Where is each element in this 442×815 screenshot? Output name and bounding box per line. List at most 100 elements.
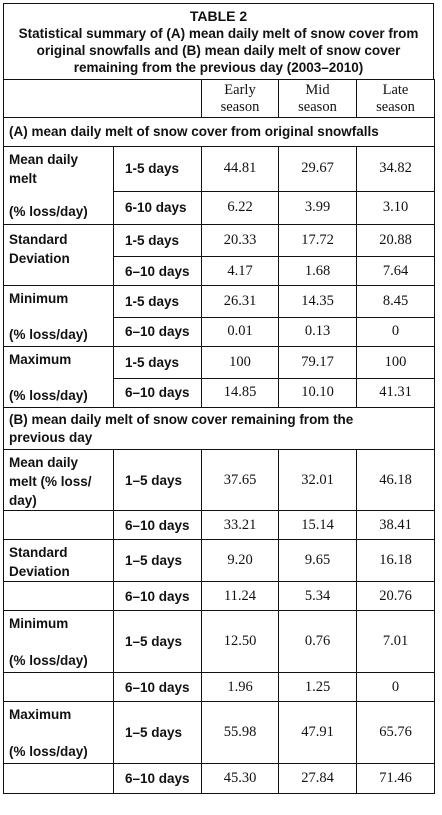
table-row: Minimum (% loss/day) 1-5 days 26.31 14.3… — [3, 285, 435, 347]
row-days: 6–10 days — [113, 510, 202, 540]
table-figure: TABLE 2 Statistical summary of (A) mean … — [3, 3, 435, 794]
cell-value: 14.85 — [201, 377, 279, 409]
cell-value: 100 — [201, 346, 279, 379]
cell-value: 1.96 — [201, 672, 279, 702]
row-days: 6–10 days — [113, 763, 202, 794]
cell-value: 20.33 — [201, 224, 279, 257]
cell-value: 7.64 — [356, 256, 435, 286]
empty-label-cell — [3, 510, 114, 540]
cell-value: 0 — [356, 316, 435, 348]
table-row: 6–10 days 14.85 10.10 41.31 — [4, 377, 435, 409]
cell-value: 9.65 — [278, 539, 357, 582]
section-b-heading: (B) mean daily melt of snow cover remain… — [3, 407, 435, 450]
row-days: 1–5 days — [113, 701, 202, 764]
table-row: 6–10 days 1.96 1.25 0 — [3, 672, 435, 702]
row-days: 1–5 days — [113, 449, 202, 511]
cell-value: 38.41 — [356, 510, 435, 540]
row-label-maximum: Maximum (% loss/day) — [3, 701, 114, 764]
row-days: 6-10 days — [113, 190, 202, 226]
cell-value: 29.67 — [278, 146, 357, 192]
table-row: Mean daily melt (% loss/day) 1–5 days 37.… — [3, 449, 435, 511]
row-days: 1-5 days — [113, 346, 202, 379]
row-days: 6–10 days — [113, 377, 202, 409]
cell-value: 100 — [356, 346, 435, 379]
cell-value: 5.34 — [278, 581, 357, 611]
table-row: 6–10 days 11.24 5.34 20.76 — [3, 581, 435, 611]
row-days: 1–5 days — [113, 539, 202, 582]
cell-value: 26.31 — [201, 285, 279, 318]
cell-value: 6.22 — [201, 190, 279, 226]
row-days: 1–5 days — [113, 610, 202, 673]
header-blank-cell — [3, 79, 202, 118]
empty-label-cell — [3, 672, 114, 702]
cell-value: 27.84 — [278, 763, 357, 794]
cell-value: 20.76 — [356, 581, 435, 611]
cell-value: 1.68 — [278, 256, 357, 286]
table-row: 6–10 days 33.21 15.14 38.41 — [3, 510, 435, 540]
cell-value: 71.46 — [356, 763, 435, 794]
section-heading-row: (A) mean daily melt of snow cover from o… — [3, 117, 435, 147]
row-label-standard-deviation: Standard Deviation — [3, 539, 114, 582]
cell-value: 15.14 — [278, 510, 357, 540]
cell-value: 10.10 — [278, 377, 357, 409]
cell-value: 14.35 — [278, 285, 357, 318]
cell-value: 0.01 — [201, 316, 279, 348]
cell-value: 17.72 — [278, 224, 357, 257]
row-days: 1-5 days — [113, 224, 202, 257]
table-row: Maximum (% loss/day) 1-5 days 100 79.17 … — [3, 346, 435, 408]
cell-value: 65.76 — [356, 701, 435, 764]
table-row: Maximum (% loss/day) 1–5 days 55.98 47.9… — [3, 701, 435, 764]
table-caption: Statistical summary of (A) mean daily me… — [18, 26, 419, 75]
cell-value: 79.17 — [278, 346, 357, 379]
column-header-mid: Mid season — [278, 79, 357, 118]
section-heading-row: (B) mean daily melt of snow cover remain… — [3, 407, 435, 450]
cell-value: 11.24 — [201, 581, 279, 611]
column-header-row: Early season Mid season Late season — [3, 79, 435, 118]
column-header-late: Late season — [356, 79, 435, 118]
table-row: 6–10 days 0.01 0.13 0 — [4, 316, 435, 348]
row-days: 6–10 days — [113, 256, 202, 286]
table-row: Standard Deviation 1-5 days 20.33 17.72 2… — [3, 224, 435, 286]
cell-value: 47.91 — [278, 701, 357, 764]
table-row: 6-10 days 6.22 3.99 3.10 — [4, 190, 435, 226]
row-label-maximum: Maximum (% loss/day) — [3, 346, 114, 408]
table-row: 6–10 days 4.17 1.68 7.64 — [4, 256, 435, 286]
row-days: 1-5 days — [113, 285, 202, 318]
cell-value: 0.76 — [278, 610, 357, 673]
row-label-minimum: Minimum (% loss/day) — [3, 610, 114, 673]
table-row: Minimum (% loss/day) 1–5 days 12.50 0.76… — [3, 610, 435, 673]
statistics-table: Early season Mid season Late season (A) mea… — [3, 79, 435, 794]
cell-value: 55.98 — [201, 701, 279, 764]
cell-value: 8.45 — [356, 285, 435, 318]
cell-value: 44.81 — [201, 146, 279, 192]
cell-value: 3.10 — [356, 190, 435, 226]
cell-value: 3.99 — [278, 190, 357, 226]
row-days: 6–10 days — [113, 316, 202, 348]
cell-value: 16.18 — [356, 539, 435, 582]
cell-value: 41.31 — [356, 377, 435, 409]
empty-label-cell — [3, 763, 114, 794]
cell-value: 0.13 — [278, 316, 357, 348]
table-row: 6–10 days 45.30 27.84 71.46 — [3, 763, 435, 794]
row-days: 6–10 days — [113, 672, 202, 702]
cell-value: 4.17 — [201, 256, 279, 286]
cell-value: 1.25 — [278, 672, 357, 702]
table-row: Mean daily melt (% loss/day) 1-5 days 44.… — [3, 146, 435, 225]
cell-value: 34.82 — [356, 146, 435, 192]
cell-value: 9.20 — [201, 539, 279, 582]
table-title: TABLE 2 — [189, 8, 248, 24]
section-a-heading: (A) mean daily melt of snow cover from o… — [3, 117, 435, 147]
empty-label-cell — [3, 581, 114, 611]
cell-value: 46.18 — [356, 449, 435, 511]
table-title-block: TABLE 2 Statistical summary of (A) mean … — [3, 3, 434, 79]
row-days: 1-5 days — [113, 146, 202, 192]
cell-value: 7.01 — [356, 610, 435, 673]
cell-value: 12.50 — [201, 610, 279, 673]
cell-value: 20.88 — [356, 224, 435, 257]
row-label-standard-deviation: Standard Deviation — [3, 224, 114, 286]
row-label-minimum: Minimum (% loss/day) — [3, 285, 114, 347]
cell-value: 32.01 — [278, 449, 357, 511]
cell-value: 33.21 — [201, 510, 279, 540]
table-row: Standard Deviation 1–5 days 9.20 9.65 16.… — [3, 539, 435, 582]
row-days: 6–10 days — [113, 581, 202, 611]
